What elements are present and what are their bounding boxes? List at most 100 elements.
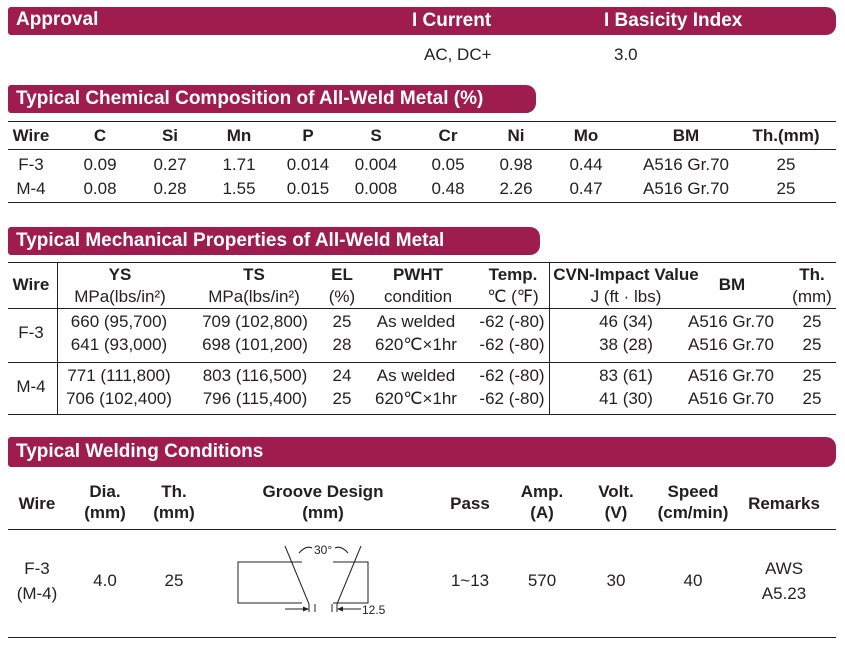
welding-dia: 4.0 bbox=[93, 571, 117, 590]
chemical-cell: 0.28 bbox=[153, 179, 187, 198]
welding-header-rule bbox=[8, 529, 836, 530]
chemical-cell: 0.47 bbox=[569, 179, 603, 198]
chemical-header-rule bbox=[8, 149, 836, 150]
welding-header-th-unit: (mm) bbox=[153, 503, 195, 522]
chemical-cell: 1.55 bbox=[222, 179, 256, 198]
chemical-cell: A516 Gr.70 bbox=[642, 155, 729, 174]
mechanical-header-el-unit: (%) bbox=[328, 287, 356, 306]
welding-header-pass: Pass bbox=[450, 494, 490, 513]
mechanical-cell: A516 Gr.70 bbox=[687, 366, 774, 385]
mechanical-cell: A516 Gr.70 bbox=[687, 335, 774, 354]
chemical-header-9: BM bbox=[672, 126, 700, 145]
welding-header-speed-unit: (cm/min) bbox=[657, 503, 729, 522]
chemical-header-0: Wire bbox=[12, 126, 50, 145]
mechanical-cell: A516 Gr.70 bbox=[687, 312, 774, 331]
chemical-header-4: P bbox=[302, 126, 314, 145]
mechanical-wire-divider bbox=[57, 262, 58, 414]
chemical-cell: 0.004 bbox=[354, 155, 398, 174]
groove-gap-label: 12.5 bbox=[362, 603, 386, 617]
welding-header-groove-unit: (mm) bbox=[302, 503, 344, 522]
chemical-cell: 0.014 bbox=[286, 155, 330, 174]
welding-amp: 570 bbox=[527, 571, 557, 590]
angle-arc bbox=[298, 546, 313, 554]
mechanical-header-th: Th. bbox=[799, 265, 825, 284]
chemical-cell: 0.27 bbox=[153, 155, 187, 174]
mechanical-header-bm: BM bbox=[718, 275, 746, 294]
mechanical-header-pwht: PWHT bbox=[392, 265, 444, 284]
mechanical-cell: 25 bbox=[332, 312, 352, 331]
welding-section-title: Typical Welding Conditions bbox=[8, 437, 836, 467]
mechanical-cell: 706 (102,400) bbox=[66, 389, 172, 408]
mechanical-header-cvn-unit: J (ft · lbs) bbox=[590, 287, 662, 306]
welding-header-speed: Speed bbox=[667, 482, 719, 501]
welding-wire-alt: (M-4) bbox=[16, 584, 58, 603]
mechanical-wire: F-3 bbox=[18, 323, 44, 342]
mechanical-top-rule bbox=[8, 262, 836, 263]
mechanical-header-ys-unit: MPa(lbs/in²) bbox=[74, 287, 166, 306]
mechanical-header-cvn: CVN-Impact Value bbox=[553, 265, 699, 284]
welding-header-volt-unit: (V) bbox=[604, 503, 628, 522]
mechanical-cell: 25 bbox=[332, 389, 352, 408]
chemical-cell: 0.015 bbox=[286, 179, 330, 198]
mechanical-cell: As welded bbox=[376, 312, 456, 331]
mechanical-header-rule bbox=[8, 308, 836, 309]
welding-header-volt: Volt. bbox=[598, 482, 634, 501]
mechanical-cell: A516 Gr.70 bbox=[687, 389, 774, 408]
mechanical-cell: -62 (-80) bbox=[479, 389, 545, 408]
welding-speed: 40 bbox=[683, 571, 703, 590]
welding-header-dia-unit: (mm) bbox=[84, 503, 126, 522]
chemical-cell: 1.71 bbox=[222, 155, 256, 174]
welding-remarks: AWS bbox=[764, 559, 804, 578]
mechanical-cell: 41 (30) bbox=[599, 389, 653, 408]
mechanical-header-th-unit: (mm) bbox=[792, 287, 832, 306]
mechanical-cell: 698 (101,200) bbox=[202, 335, 308, 354]
welding-header-th: Th. bbox=[161, 482, 187, 501]
chemical-header-5: S bbox=[370, 126, 382, 145]
welding-volt: 30 bbox=[606, 571, 626, 590]
chemical-cell: 25 bbox=[776, 179, 796, 198]
mechanical-cell: 46 (34) bbox=[599, 312, 653, 331]
approval-title: Approval bbox=[16, 9, 99, 30]
chemical-header-1: C bbox=[93, 126, 107, 145]
welding-bottom-rule bbox=[8, 637, 836, 638]
bevel-right bbox=[336, 545, 362, 605]
mechanical-cell: 28 bbox=[332, 335, 352, 354]
mechanical-cell: 24 bbox=[332, 366, 352, 385]
welding-pass: 1~13 bbox=[450, 571, 490, 590]
chemical-cell: A516 Gr.70 bbox=[642, 179, 729, 198]
chemical-cell: 0.05 bbox=[431, 155, 465, 174]
mechanical-cell: 620℃×1hr bbox=[375, 389, 457, 408]
chemical-header-3: Mn bbox=[226, 126, 252, 145]
current-header: I Current bbox=[412, 10, 492, 31]
current-value: AC, DC+ bbox=[424, 45, 492, 64]
groove-design-diagram bbox=[237, 545, 369, 612]
mechanical-header-wire: Wire bbox=[12, 275, 50, 294]
mechanical-header-el: EL bbox=[331, 265, 353, 284]
mechanical-header-ts-unit: MPa(lbs/in²) bbox=[208, 287, 300, 306]
mechanical-cell: 709 (102,800) bbox=[202, 312, 308, 331]
mechanical-cell: 25 bbox=[802, 366, 822, 385]
mechanical-cell: 803 (116,500) bbox=[202, 366, 308, 385]
welding-header-dia: Dia. bbox=[89, 482, 121, 501]
mechanical-cell: 796 (115,400) bbox=[202, 389, 308, 408]
welding-header-remarks: Remarks bbox=[748, 494, 820, 513]
mechanical-bottom-rule bbox=[8, 414, 836, 415]
approval-header-bar: Approval bbox=[8, 7, 836, 35]
welding-th: 25 bbox=[164, 571, 184, 590]
mechanical-cell: 620℃×1hr bbox=[375, 335, 457, 354]
mechanical-cell: 771 (111,800) bbox=[67, 366, 171, 385]
chemical-cell: 2.26 bbox=[499, 179, 533, 198]
mechanical-cell: -62 (-80) bbox=[479, 312, 545, 331]
chemical-cell: 0.98 bbox=[499, 155, 533, 174]
chemical-cell: 0.44 bbox=[569, 155, 603, 174]
mechanical-header-pwht-unit: condition bbox=[383, 287, 453, 306]
basicity-value: 3.0 bbox=[614, 45, 638, 64]
welding-header-groove: Groove Design bbox=[262, 482, 384, 501]
chemical-cell: 0.09 bbox=[83, 155, 117, 174]
mechanical-header-ys: YS bbox=[108, 265, 132, 284]
chemical-header-6: Cr bbox=[438, 126, 458, 145]
chemical-cell: 25 bbox=[776, 155, 796, 174]
mechanical-temp-divider bbox=[549, 262, 550, 414]
chemical-cell: 0.08 bbox=[83, 179, 117, 198]
mechanical-cell: 25 bbox=[802, 312, 822, 331]
